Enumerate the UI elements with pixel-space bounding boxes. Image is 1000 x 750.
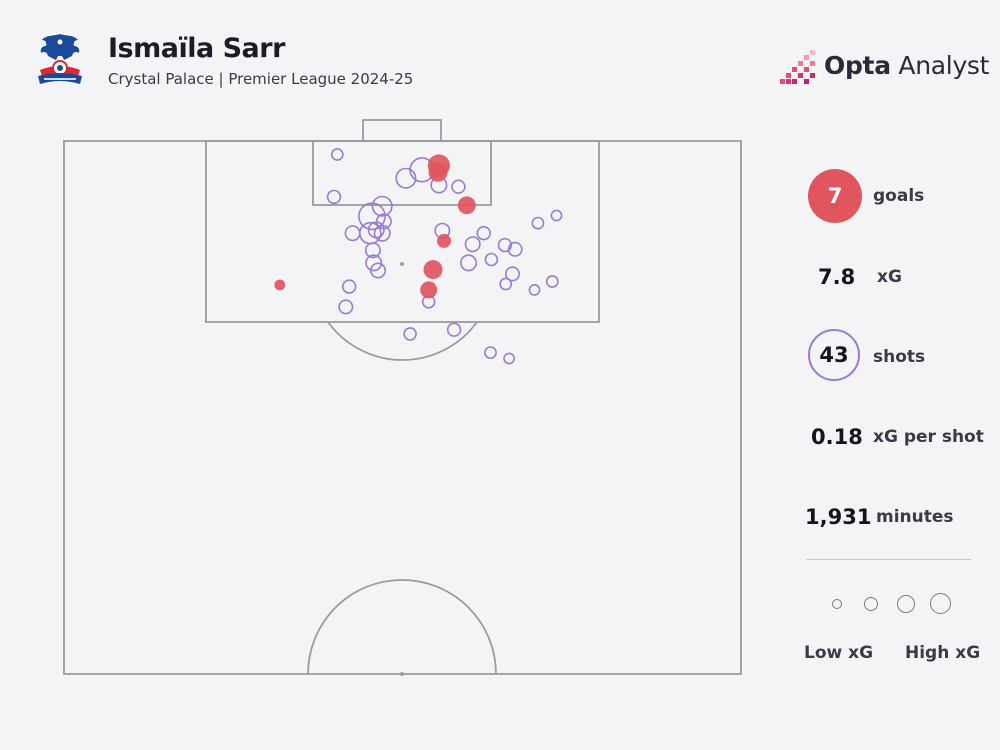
shot-marker (338, 299, 354, 315)
shot-marker (358, 202, 386, 231)
shot-marker (365, 254, 383, 272)
goal (362, 119, 442, 142)
shot-marker (484, 346, 497, 359)
legend-circle-xs (832, 599, 842, 609)
shots-count-badge: 43 (808, 329, 860, 381)
shot-marker (459, 254, 477, 272)
shot-marker (528, 283, 541, 296)
player-name: Ismaïla Sarr (108, 33, 285, 64)
crystal-palace-crest-icon (38, 34, 82, 84)
opta-analyst-logo: Opta Analyst (780, 48, 990, 88)
xg-label: xG (877, 267, 902, 287)
goal-marker (420, 281, 438, 299)
legend-circle-m (897, 595, 915, 613)
legend-circle-s (864, 597, 878, 611)
penalty-spot (400, 262, 404, 266)
goal-marker (274, 279, 286, 291)
shot-marker (499, 277, 513, 291)
pitch-outline (63, 140, 742, 675)
goal-markers (274, 154, 476, 299)
team-season-subtitle: Crystal Palace | Premier League 2024-25 (108, 70, 414, 88)
shot-marker (342, 279, 357, 294)
shots-label: shots (873, 347, 926, 367)
shot-marker (446, 322, 462, 337)
shot-marker (371, 195, 393, 217)
opta-pixel-logo-icon (780, 50, 815, 84)
shot-marker (550, 209, 563, 222)
shot-marker (464, 236, 481, 253)
shot-marker (451, 179, 466, 194)
shot-marker (364, 242, 381, 259)
shot-marker (344, 225, 361, 242)
shot-markers (326, 148, 563, 365)
xg-value: 7.8 (818, 265, 856, 289)
shot-marker (403, 327, 417, 341)
shot-marker (369, 262, 386, 279)
shot-marker (503, 352, 515, 365)
goal-marker (423, 260, 443, 280)
xg-per-shot-label: xG per shot (873, 427, 984, 447)
shot-marker (531, 216, 545, 230)
shot-marker (504, 266, 520, 282)
shot-marker (497, 237, 513, 253)
goal-marker (457, 196, 476, 215)
goal-marker (437, 233, 451, 248)
goal-marker (428, 162, 448, 182)
goals-label: goals (873, 186, 925, 206)
shot-marker (545, 275, 559, 288)
centre-circle (307, 579, 497, 675)
legend-low-xg: Low xG (804, 643, 874, 663)
brand-bold-text: Opta (824, 51, 891, 80)
legend-divider (806, 559, 971, 560)
shot-marker (484, 252, 499, 267)
shot-marker (507, 241, 523, 257)
centre-spot (400, 672, 404, 676)
penalty-arc (327, 321, 478, 361)
goals-count-badge: 7 (808, 169, 862, 223)
minutes-value: 1,931 (805, 505, 872, 529)
shot-marker (476, 226, 491, 241)
shot-marker (373, 224, 391, 242)
pitch-markings (63, 119, 742, 675)
legend-circle-l (930, 593, 951, 614)
minutes-label: minutes (876, 507, 954, 527)
legend-high-xg: High xG (905, 643, 981, 663)
shot-marker (326, 189, 342, 205)
xg-per-shot-value: 0.18 (811, 425, 863, 449)
shot-marker (395, 167, 417, 189)
penalty-box (205, 140, 600, 323)
shot-marker (330, 148, 344, 161)
brand-light-text: Analyst (890, 51, 990, 80)
